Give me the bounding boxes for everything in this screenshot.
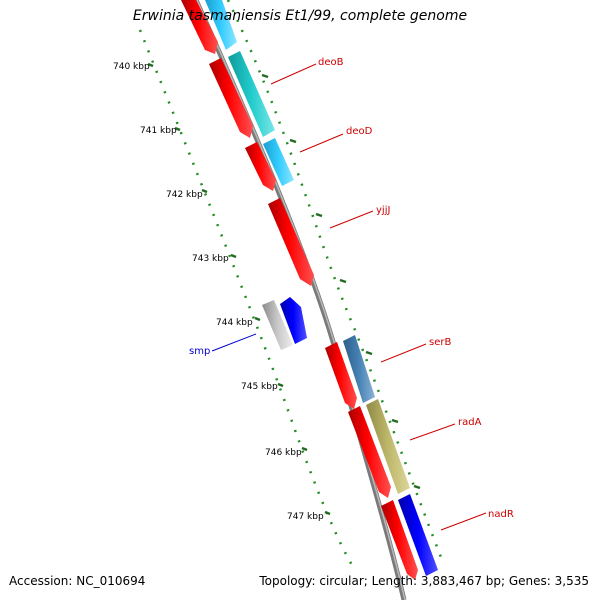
scale-tick-744 (254, 316, 261, 322)
leader-line-nadR (440, 512, 487, 531)
scale-tick-right-7 (413, 484, 421, 490)
leader-line-smp (211, 333, 257, 352)
gene-block-teal[interactable] (228, 51, 275, 137)
gene-block-blue[interactable] (398, 494, 438, 576)
scale-label-746: 746 kbp (265, 448, 302, 458)
scale-tick-right-3 (315, 212, 323, 218)
gene-label-deoB[interactable]: deoB (318, 57, 344, 68)
gene-block-cyan[interactable] (205, 0, 237, 50)
scale-tick-747 (324, 510, 331, 516)
scale-label-740: 740 kbp (113, 62, 150, 72)
scale-line-right (226, 0, 444, 561)
gene-block-khaki[interactable] (366, 399, 410, 494)
leader-line-serB (380, 343, 427, 363)
scale-label-745: 745 kbp (241, 382, 278, 392)
genes-outer-row (205, 0, 438, 576)
scale-tick-743 (230, 253, 237, 259)
genes-opposite-strand (262, 297, 307, 350)
scale-line-left (138, 29, 354, 566)
leader-line-yjjJ (329, 210, 374, 229)
gene-block-steel[interactable] (343, 335, 375, 403)
gene-label-deoD[interactable]: deoD (346, 126, 373, 137)
gene-block-cyan[interactable] (263, 138, 294, 186)
genes-inner-row (181, 0, 418, 580)
gene-block-blue[interactable] (280, 297, 307, 344)
gene-block-red[interactable] (245, 142, 276, 191)
scale-ticks-right (261, 73, 421, 490)
scale-tick-right-6 (391, 418, 399, 424)
map-title: Erwinia tasmaniensis Et1/99, complete ge… (132, 8, 468, 24)
gene-label-smp[interactable]: smp (189, 346, 210, 357)
scale-tick-741 (174, 126, 181, 132)
scale-tick-746 (301, 446, 308, 452)
leader-line-radA (409, 423, 456, 441)
genome-summary-text: Topology: circular; Length: 3,883,467 bp… (259, 574, 589, 588)
gene-label-yjjJ[interactable]: yjjJ (376, 205, 390, 216)
gene-block-red[interactable] (381, 500, 418, 580)
scale-ticks (147, 62, 331, 516)
gene-block-red[interactable] (268, 198, 314, 286)
scale-label-747: 747 kbp (287, 512, 324, 522)
gene-label-serB[interactable]: serB (429, 337, 451, 348)
scale-tick-right-4 (339, 278, 347, 284)
gene-block-red[interactable] (181, 0, 218, 54)
scale-tick-right-1 (261, 73, 269, 79)
leader-line-deoD (299, 133, 344, 153)
scale-tick-742 (201, 188, 208, 194)
accession-text: Accession: NC_010694 (9, 574, 146, 588)
scale-label-744: 744 kbp (216, 318, 253, 328)
scale-label-742: 742 kbp (166, 190, 203, 200)
scale-tick-740 (147, 62, 154, 68)
leader-line-deoB (270, 63, 317, 85)
scale-label-741: 741 kbp (140, 126, 177, 136)
gene-label-nadR[interactable]: nadR (488, 509, 514, 520)
gene-block-grey[interactable] (262, 300, 293, 350)
gene-block-red[interactable] (348, 406, 391, 498)
gene-block-red[interactable] (325, 342, 357, 409)
scale-label-743: 743 kbp (192, 254, 229, 264)
scale-tick-745 (277, 382, 284, 388)
gene-block-red[interactable] (209, 58, 253, 138)
scale-tick-right-2 (289, 138, 297, 144)
gene-label-radA[interactable]: radA (458, 417, 482, 428)
scale-tick-right-5 (365, 350, 373, 356)
